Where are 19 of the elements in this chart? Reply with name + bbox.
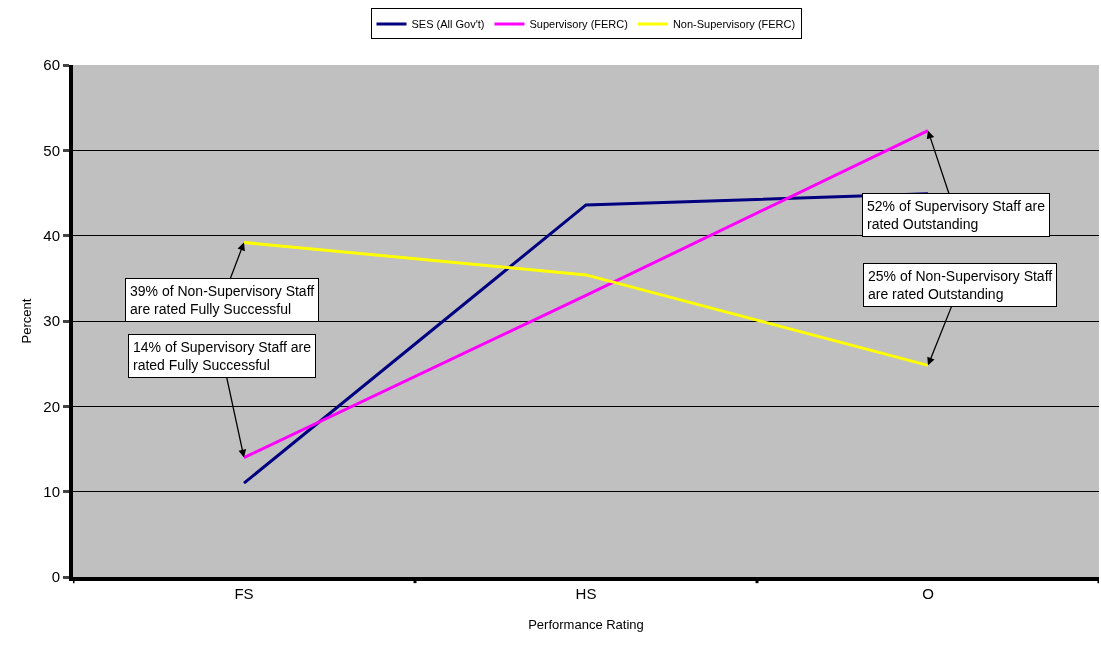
x-tick-label: FS xyxy=(234,585,254,602)
y-axis-title: Percent xyxy=(18,298,34,344)
legend-label: Non-Supervisory (FERC) xyxy=(672,18,796,31)
legend-label: SES (All Gov't) xyxy=(411,18,485,31)
x-tick-label: HS xyxy=(575,585,597,602)
y-tick-label: 50 xyxy=(43,141,60,159)
y-tick-label: 0 xyxy=(51,568,60,586)
y-tick-label: 10 xyxy=(43,482,60,500)
y-tick-label: 20 xyxy=(43,397,60,415)
annotation: 52% of Supervisory Staff are rated Outstanding xyxy=(867,198,1046,233)
y-tick-label: 30 xyxy=(43,312,60,330)
annotation: 14% of Supervisory Staff are rated Fully Successful xyxy=(133,339,312,374)
y-tick-label: 40 xyxy=(43,226,60,244)
annotation: 25% of Non-Supervisory Staff are rated Outstanding xyxy=(868,268,1053,303)
legend-label: Supervisory (FERC) xyxy=(529,18,628,31)
y-tick-label: 60 xyxy=(43,56,60,74)
annotation: 39% of Non-Supervisory Staff are rated Fully Successful xyxy=(130,283,315,318)
x-tick-label: O xyxy=(922,585,934,602)
x-axis-title: Performance Rating xyxy=(528,617,644,633)
